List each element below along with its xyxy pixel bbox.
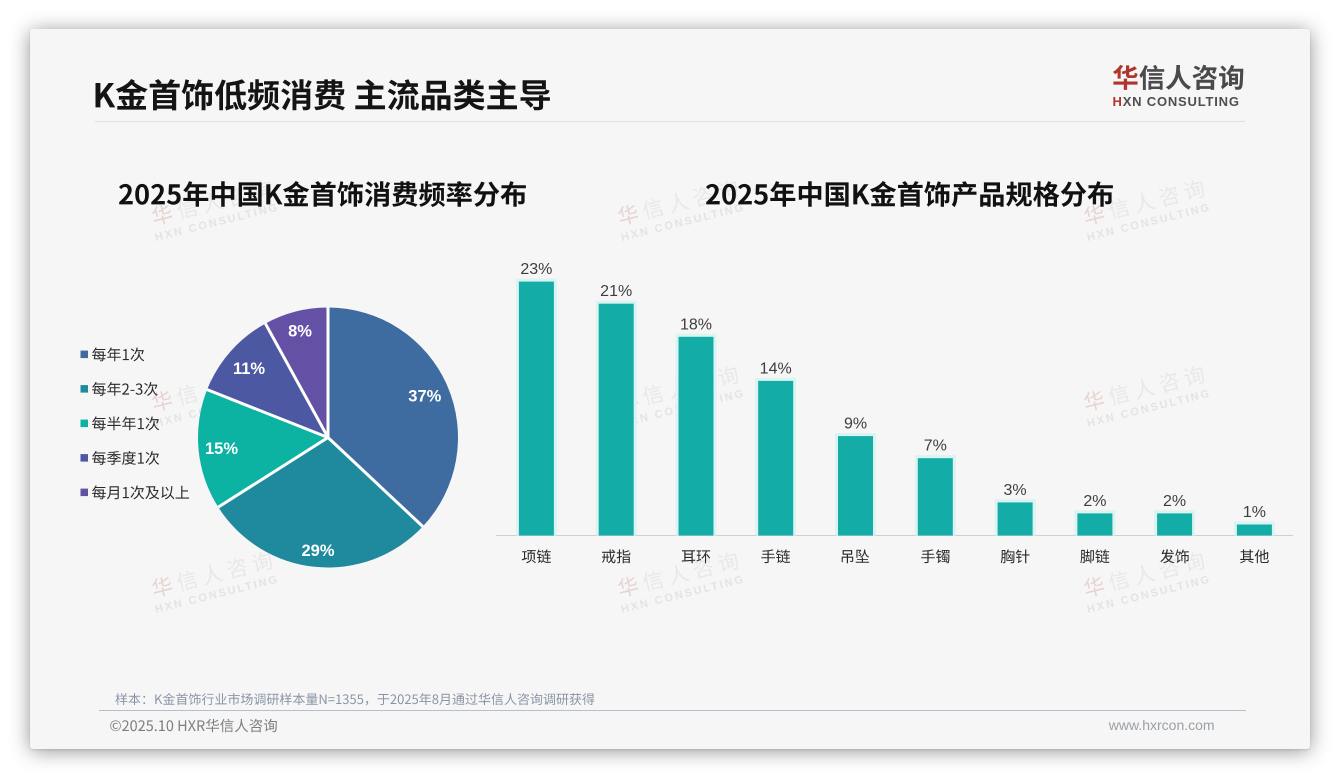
svg-text:1%: 1% — [1243, 504, 1266, 521]
svg-text:29%: 29% — [301, 542, 334, 560]
svg-text:11%: 11% — [233, 360, 265, 378]
svg-text:18%: 18% — [680, 316, 712, 333]
svg-text:HXN CONSULTING: HXN CONSULTING — [1113, 94, 1240, 109]
svg-text:15%: 15% — [205, 440, 238, 458]
svg-text:8%: 8% — [288, 322, 312, 340]
svg-text:37%: 37% — [408, 388, 441, 406]
svg-text:9%: 9% — [844, 416, 867, 433]
svg-text:www.hxrcon.com: www.hxrcon.com — [1108, 717, 1215, 733]
svg-text:2%: 2% — [1083, 493, 1106, 510]
svg-text:23%: 23% — [520, 261, 552, 278]
svg-text:3%: 3% — [1004, 482, 1027, 499]
svg-text:2%: 2% — [1163, 493, 1186, 510]
svg-text:7%: 7% — [924, 438, 947, 455]
svg-text:21%: 21% — [600, 283, 632, 300]
svg-text:14%: 14% — [760, 360, 792, 377]
